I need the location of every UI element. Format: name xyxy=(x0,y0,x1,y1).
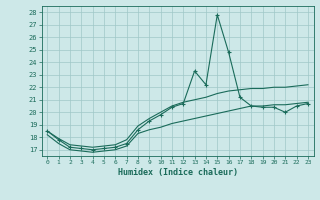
X-axis label: Humidex (Indice chaleur): Humidex (Indice chaleur) xyxy=(118,168,237,177)
